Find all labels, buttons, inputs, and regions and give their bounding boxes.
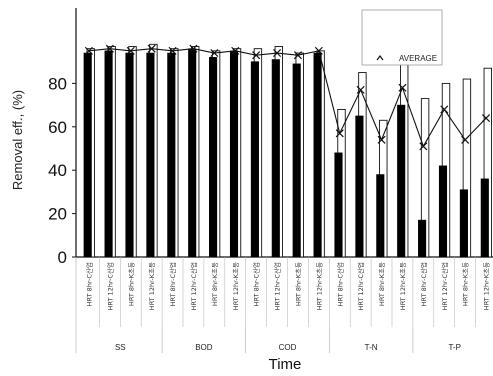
average-point [84,46,93,55]
category-label: HRT 12hr-C산업 [105,262,114,310]
bars [83,43,492,258]
average-point [377,135,386,144]
bar-filled [83,52,92,258]
average-series [84,44,491,151]
bar-filled [104,50,113,258]
average-point [126,46,135,55]
category-label: HRT 8hr-K초등 [294,262,302,306]
bar-filled [188,48,197,258]
y-axis-label: Removal eff., (%) [10,90,25,190]
average-point [440,105,449,114]
bar-filled [209,57,218,258]
average-point [210,48,219,58]
legend-box [361,9,443,66]
bar-filled [459,189,468,258]
average-point [231,46,240,55]
category-label: HRT 8hr-C산업 [335,262,344,306]
average-point [335,129,344,138]
y-tick-label: 40 [48,161,67,180]
group-labels: SS BOD COD T-N T-P [115,327,461,353]
group-label: T-N [365,343,378,352]
category-label: HRT 12hr-C산업 [273,262,282,310]
bar-filled [167,52,176,258]
group-label: T-P [448,343,460,352]
category-label: HRT 12hr-K초등 [148,262,156,310]
bar-filled [376,174,385,258]
y-tick-label: 80 [48,74,67,93]
category-label: HRT 12hr-C산업 [440,262,449,310]
average-point [419,142,428,151]
legend-marker-icon [376,55,384,61]
category-label: HRT 12hr-C산업 [189,262,198,310]
category-label: HRT 8hr-K초등 [462,262,470,306]
category-label: HRT 8hr-C산업 [168,262,177,306]
average-line [88,48,487,148]
legend: AVERAGE [361,9,443,66]
average-point [252,51,261,60]
category-label: HRT 8hr-C산업 [419,262,428,306]
y-tick-label: 0 [58,248,67,267]
y-tick-label: 60 [48,118,67,137]
average-point [314,46,323,55]
bar-filled [418,219,427,258]
category-label: HRT 8hr-C산업 [252,262,261,306]
category-label: HRT 8hr-C산업 [84,262,93,306]
bar-filled [355,115,364,258]
bar-filled [438,165,448,258]
average-point [482,114,491,123]
bar-filled [271,59,280,258]
average-point [461,135,470,144]
category-label: HRT 12hr-K초등 [232,262,240,310]
bar-filled [397,104,406,258]
average-point [398,83,407,92]
y-tick-label: 20 [48,205,67,224]
average-point [168,46,177,55]
average-point [147,44,156,53]
category-labels: HRT 8hr-C산업 HRT 12hr-C산업 HRT 8hr-K초등 HRT 12… [75,257,491,353]
average-point [273,48,282,58]
bar-filled [146,52,155,258]
bar-filled [480,178,489,258]
bar-filled [313,52,322,258]
average-point [189,44,198,53]
bar-filled [292,63,301,258]
bar-filled [229,50,239,258]
group-label: BOD [195,343,213,352]
bar-filled [125,52,134,258]
category-label: HRT 12hr-C산업 [356,262,365,310]
bar-filled [334,152,343,258]
category-label: HRT 8hr-K초등 [211,262,219,306]
category-label: HRT 8hr-K초등 [127,262,135,306]
average-point [293,51,302,60]
category-label: HRT 12hr-K초등 [399,262,407,310]
group-label: SS [115,343,126,352]
y-axis-ticks: 0 20 40 60 80 [48,74,76,267]
legend-label: AVERAGE [399,54,437,63]
group-label: COD [279,343,297,352]
category-label: HRT 12hr-K초등 [483,262,491,310]
x-axis-label: Time [269,356,302,373]
category-label: HRT 12hr-K초등 [315,262,323,310]
bar-filled [250,61,259,258]
average-point [356,85,365,94]
average-point [105,44,114,53]
category-label: HRT 8hr-K초등 [378,262,386,306]
